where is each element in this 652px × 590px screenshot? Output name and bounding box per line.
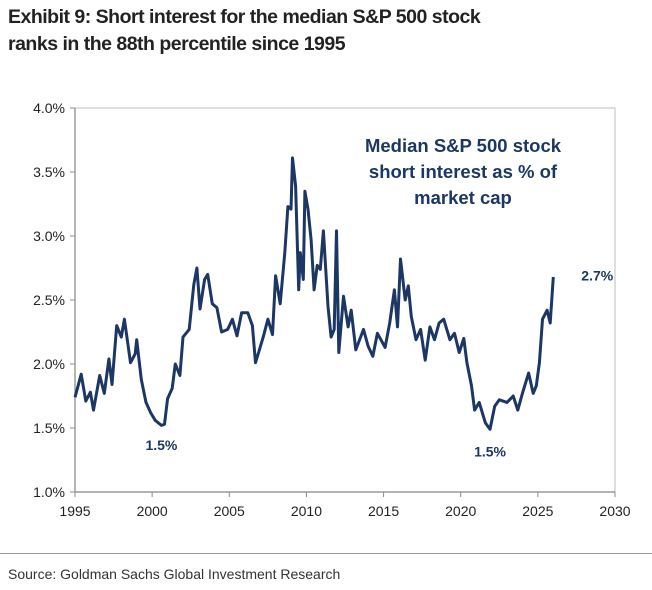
- series-label: market cap: [414, 187, 512, 208]
- series-label: Median S&P 500 stock: [365, 135, 562, 156]
- x-tick-label: 2005: [214, 503, 245, 519]
- data-annotation: 1.5%: [474, 443, 506, 459]
- y-tick-label: 1.5%: [33, 420, 65, 436]
- y-tick-label: 3.5%: [33, 164, 65, 180]
- y-tick-label: 4.0%: [33, 100, 65, 116]
- x-tick-label: 2000: [137, 503, 168, 519]
- x-tick-label: 2030: [599, 503, 630, 519]
- data-annotation: 2.7%: [581, 267, 613, 283]
- data-annotation: 1.5%: [145, 437, 177, 453]
- y-tick-label: 2.5%: [33, 292, 65, 308]
- y-tick-label: 3.0%: [33, 228, 65, 244]
- source-note: Source: Goldman Sachs Global Investment …: [8, 566, 341, 582]
- title-line-2: ranks in the 88th percentile since 1995: [8, 33, 346, 55]
- series-label: short interest as % of: [369, 161, 558, 182]
- x-tick-label: 1995: [59, 503, 90, 519]
- y-tick-label: 1.0%: [33, 484, 65, 500]
- x-tick-label: 2020: [445, 503, 476, 519]
- y-tick-label: 2.0%: [33, 356, 65, 372]
- divider: [0, 553, 652, 554]
- x-tick-label: 2025: [522, 503, 553, 519]
- title-line-1: Exhibit 9: Short interest for the median…: [8, 6, 481, 28]
- line-chart: 1.0% 1.5% 2.0% 2.5% 3.0% 3.5% 4.0% 1995 2000 2005…: [33, 100, 631, 519]
- x-tick-label: 2010: [291, 503, 322, 519]
- x-tick-label: 2015: [368, 503, 399, 519]
- series-line: [73, 156, 555, 431]
- chart-title: Exhibit 9: Short interest for the median…: [8, 4, 648, 58]
